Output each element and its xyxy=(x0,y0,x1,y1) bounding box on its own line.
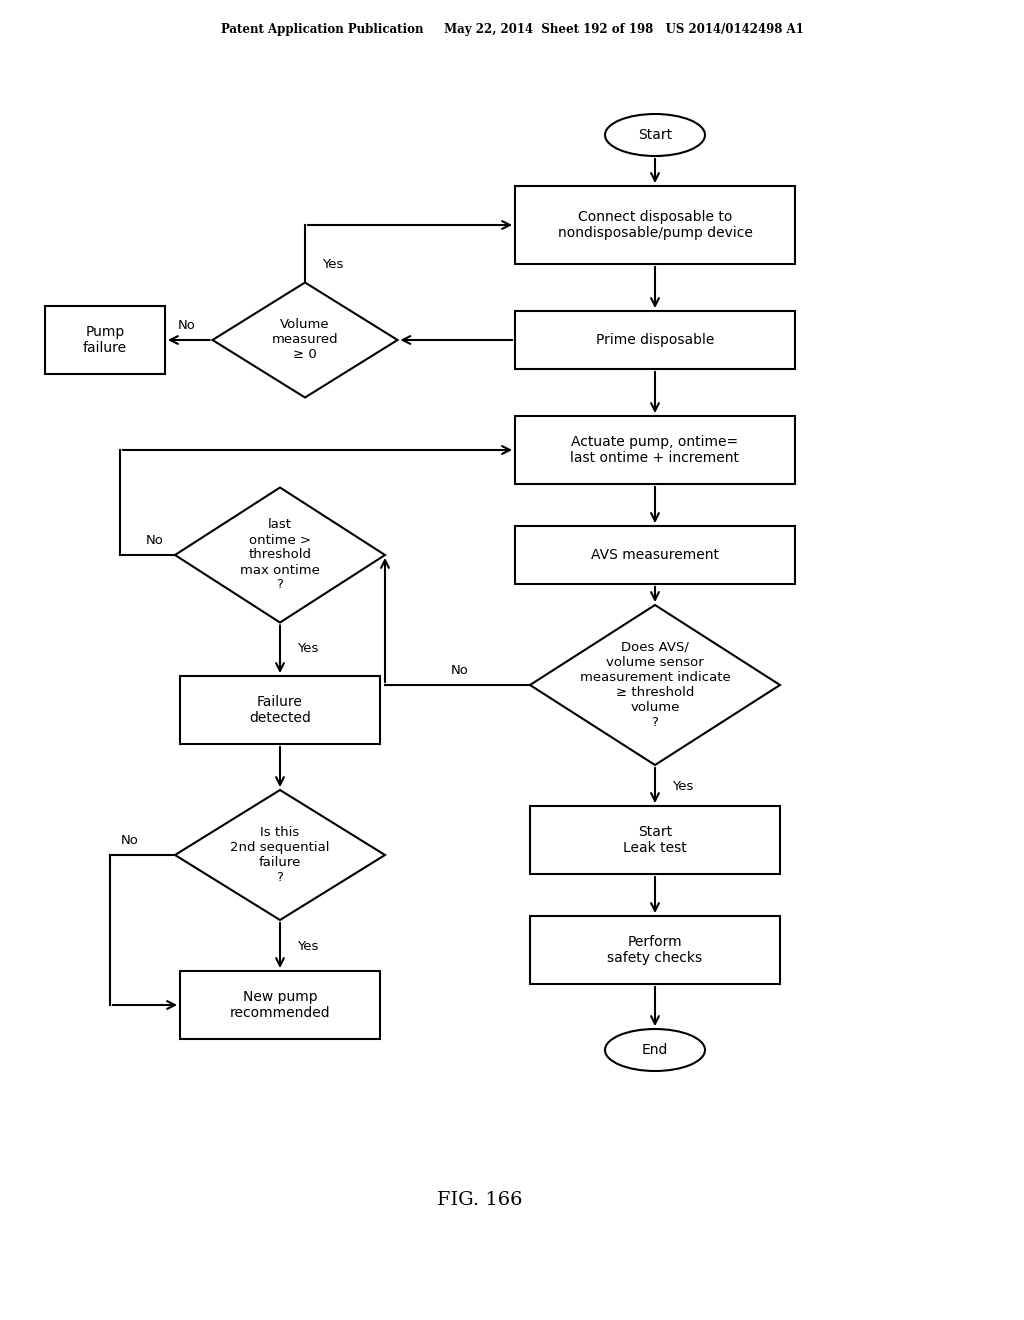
Text: End: End xyxy=(642,1043,669,1057)
Text: No: No xyxy=(178,318,196,331)
Text: New pump
recommended: New pump recommended xyxy=(229,990,331,1020)
Text: Prime disposable: Prime disposable xyxy=(596,333,714,347)
Text: FIG. 166: FIG. 166 xyxy=(437,1191,522,1209)
Text: last
ontime >
threshold
max ontime
?: last ontime > threshold max ontime ? xyxy=(240,519,319,591)
Text: No: No xyxy=(451,664,469,676)
Text: No: No xyxy=(146,533,164,546)
Text: Volume
measured
≥ 0: Volume measured ≥ 0 xyxy=(271,318,338,362)
Text: Actuate pump, ontime=
last ontime + increment: Actuate pump, ontime= last ontime + incr… xyxy=(570,434,739,465)
FancyBboxPatch shape xyxy=(515,312,795,370)
Ellipse shape xyxy=(605,114,705,156)
FancyBboxPatch shape xyxy=(180,972,380,1039)
Text: Is this
2nd sequential
failure
?: Is this 2nd sequential failure ? xyxy=(230,826,330,884)
Text: Does AVS/
volume sensor
measurement indicate
≥ threshold
volume
?: Does AVS/ volume sensor measurement indi… xyxy=(580,642,730,729)
Polygon shape xyxy=(175,487,385,623)
FancyBboxPatch shape xyxy=(45,306,165,374)
FancyBboxPatch shape xyxy=(515,186,795,264)
Ellipse shape xyxy=(605,1030,705,1071)
Text: Connect disposable to
nondisposable/pump device: Connect disposable to nondisposable/pump… xyxy=(557,210,753,240)
Text: Start: Start xyxy=(638,128,672,143)
Text: No: No xyxy=(121,833,139,846)
FancyBboxPatch shape xyxy=(515,525,795,583)
Text: Yes: Yes xyxy=(297,643,318,656)
FancyBboxPatch shape xyxy=(530,807,780,874)
Text: Yes: Yes xyxy=(322,259,343,272)
FancyBboxPatch shape xyxy=(180,676,380,744)
Text: Perform
safety checks: Perform safety checks xyxy=(607,935,702,965)
Text: AVS measurement: AVS measurement xyxy=(591,548,719,562)
Text: Yes: Yes xyxy=(672,780,693,792)
Text: Start
Leak test: Start Leak test xyxy=(624,825,687,855)
Text: Patent Application Publication     May 22, 2014  Sheet 192 of 198   US 2014/0142: Patent Application Publication May 22, 2… xyxy=(220,24,804,37)
Text: Yes: Yes xyxy=(297,940,318,953)
FancyBboxPatch shape xyxy=(530,916,780,983)
Text: Failure
detected: Failure detected xyxy=(249,694,311,725)
Polygon shape xyxy=(213,282,397,397)
Text: Pump
failure: Pump failure xyxy=(83,325,127,355)
Polygon shape xyxy=(530,605,780,766)
FancyBboxPatch shape xyxy=(515,416,795,484)
Polygon shape xyxy=(175,789,385,920)
